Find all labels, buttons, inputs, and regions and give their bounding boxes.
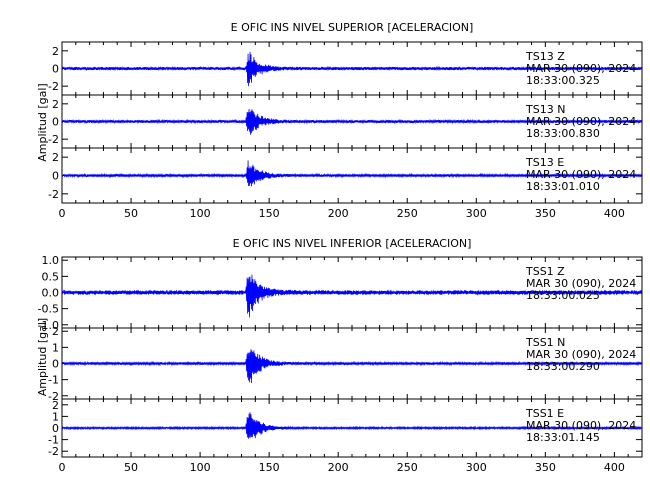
y-axis-label: Amplitud [gal] [36,318,49,396]
date-label: MAR 30 (090), 2024 [526,168,636,181]
x-tick-label: 200 [328,207,349,220]
y-tick-label: 0 [52,170,59,183]
y-tick-label: 2 [52,151,59,164]
y-tick-label: -0.5 [38,303,59,316]
x-tick-label: 400 [604,461,625,474]
x-tick-label: 50 [124,461,138,474]
time-label: 18:33:00.290 [526,360,600,373]
x-tick-label: 250 [397,461,418,474]
y-tick-label: 0.5 [42,270,60,283]
y-tick-label: 1 [52,341,59,354]
waveform-trace [61,274,642,318]
y-tick-label: -2 [48,445,59,458]
y-tick-label: 0 [52,63,59,76]
x-tick-label: 300 [466,207,487,220]
x-tick-label: 200 [328,461,349,474]
time-label: 18:33:01.010 [526,180,600,193]
station-label: TSS1 N [525,336,565,349]
x-tick-label: 0 [59,207,66,220]
y-tick-label: 0 [52,116,59,129]
y-tick-label: 1.0 [42,254,60,267]
x-tick-label: 350 [535,461,556,474]
time-label: 18:33:00.830 [526,127,600,140]
y-tick-label: -2 [48,188,59,201]
y-tick-label: -1.0 [38,319,59,332]
y-tick-label: 0 [52,422,59,435]
y-tick-label: 2 [52,325,59,338]
date-label: MAR 30 (090), 2024 [526,115,636,128]
x-tick-label: 0 [59,461,66,474]
y-tick-label: -2 [48,390,59,403]
y-tick-label: 0 [52,358,59,371]
x-tick-label: 150 [259,461,280,474]
x-tick-label: 250 [397,207,418,220]
time-label: 18:33:00.025 [526,289,600,302]
waveform-trace [61,108,642,135]
y-tick-label: -1 [48,374,59,387]
station-label: TSS1 Z [525,265,565,278]
station-label: TS13 N [525,103,565,116]
time-label: 18:33:00.325 [526,74,600,87]
date-label: MAR 30 (090), 2024 [526,62,636,75]
waveform-trace [61,160,642,187]
station-label: TS13 Z [525,50,565,63]
date-label: MAR 30 (090), 2024 [526,419,636,432]
y-tick-label: 0.0 [42,287,60,300]
y-tick-label: 1 [52,410,59,423]
x-tick-label: 150 [259,207,280,220]
x-tick-label: 100 [190,207,211,220]
x-tick-label: 100 [190,461,211,474]
y-tick-label: 2 [52,98,59,111]
date-label: MAR 30 (090), 2024 [526,348,636,361]
station-label: TS13 E [525,156,564,169]
time-label: 18:33:01.145 [526,431,600,444]
waveform-trace [61,51,642,87]
chart-title: E OFIC INS NIVEL INFERIOR [ACELERACION] [233,237,472,250]
date-label: MAR 30 (090), 2024 [526,277,636,290]
y-tick-label: 2 [52,399,59,412]
x-tick-label: 400 [604,207,625,220]
waveform-trace [61,412,642,439]
y-tick-label: -1 [48,434,59,447]
y-axis-label: Amplitud [gal] [36,83,49,161]
y-tick-label: -2 [48,133,59,146]
x-tick-label: 300 [466,461,487,474]
x-tick-label: 50 [124,207,138,220]
y-tick-label: -2 [48,80,59,93]
x-tick-label: 350 [535,207,556,220]
y-tick-label: 2 [52,45,59,58]
station-label: TSS1 E [525,407,564,420]
chart-title: E OFIC INS NIVEL SUPERIOR [ACELERACION] [231,21,474,34]
waveform-trace [61,349,642,384]
